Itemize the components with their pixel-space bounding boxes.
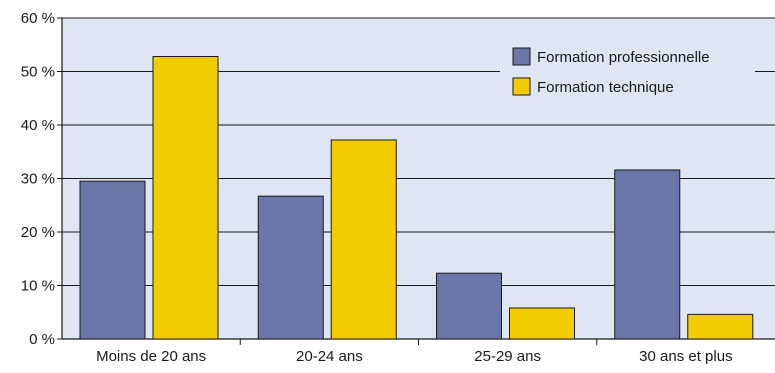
bar-formation-technique xyxy=(330,139,397,340)
legend-swatch xyxy=(512,47,531,66)
bar-formation-professionnelle xyxy=(257,195,324,340)
legend: Formation professionnelle Formation techn… xyxy=(500,38,755,106)
legend-background xyxy=(500,38,755,106)
axis-labels: 0 % 10 % 20 % 30 % 40 % 50 % 60 % Moins de 20 a… xyxy=(21,10,733,365)
y-tick-label: 20 % xyxy=(21,224,55,241)
y-tick-label: 40 % xyxy=(21,117,55,134)
y-tick-label: 60 % xyxy=(21,10,55,27)
bars xyxy=(79,56,754,340)
bar-formation-professionnelle xyxy=(79,180,146,340)
legend-label: Formation technique xyxy=(537,79,674,96)
x-category-label: 20-24 ans xyxy=(296,348,363,365)
bar-formation-technique xyxy=(152,56,219,340)
bar-formation-professionnelle xyxy=(614,169,681,340)
x-category-label: 30 ans et plus xyxy=(639,348,732,365)
y-tick-label: 0 % xyxy=(29,331,55,348)
bar-formation-technique xyxy=(509,307,575,340)
y-tick-label: 50 % xyxy=(21,64,55,81)
legend-label: Formation professionnelle xyxy=(537,49,710,66)
legend-swatch xyxy=(512,77,531,96)
x-category-label: 25-29 ans xyxy=(474,348,541,365)
bar-formation-professionnelle xyxy=(436,272,502,340)
y-tick-label: 30 % xyxy=(21,171,55,188)
y-tick-label: 10 % xyxy=(21,278,55,295)
x-category-label: Moins de 20 ans xyxy=(96,348,206,365)
bar-formation-technique xyxy=(687,313,754,340)
